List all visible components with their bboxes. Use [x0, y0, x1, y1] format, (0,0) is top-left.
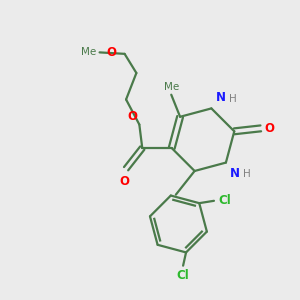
Text: H: H — [243, 169, 250, 179]
Text: Cl: Cl — [177, 268, 190, 282]
Text: Me: Me — [81, 47, 97, 57]
Text: O: O — [106, 46, 116, 59]
Text: N: N — [230, 167, 239, 180]
Text: O: O — [128, 110, 138, 123]
Text: H: H — [229, 94, 237, 104]
Text: Me: Me — [164, 82, 179, 92]
Text: O: O — [264, 122, 274, 135]
Text: Cl: Cl — [218, 194, 231, 207]
Text: O: O — [120, 175, 130, 188]
Text: N: N — [216, 91, 226, 104]
